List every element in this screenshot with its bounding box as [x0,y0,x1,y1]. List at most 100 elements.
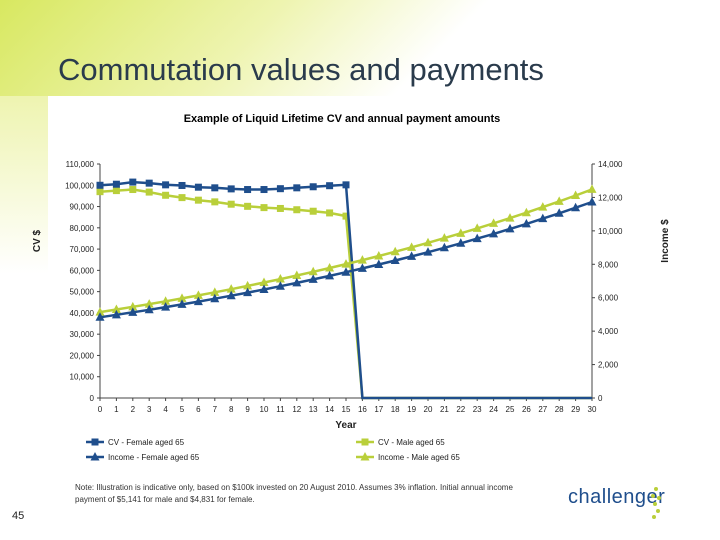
x-tick-label: 26 [522,405,531,414]
data-point [554,208,564,217]
data-point [129,178,137,186]
data-point [227,185,235,193]
data-point [112,180,120,188]
data-point [390,255,400,265]
y2-tick-label: 6,000 [598,294,619,303]
x-tick-label: 20 [424,405,433,414]
data-point [178,181,186,189]
data-point [226,290,236,300]
data-point [439,242,449,252]
data-point [342,212,350,220]
data-point [193,296,203,306]
data-point [178,194,186,202]
x-tick-label: 0 [98,405,103,414]
legend-marker [361,438,369,446]
legend-label: Income - Male aged 65 [378,453,460,462]
page-title: Commutation values and payments [58,52,544,87]
data-point [111,304,121,313]
x-tick-label: 4 [163,405,168,414]
data-point [587,197,597,206]
data-point [177,299,187,308]
data-point [276,185,284,193]
y-tick-label: 60,000 [70,266,95,275]
data-point [260,186,268,194]
data-point [194,183,202,191]
data-point [244,202,252,210]
legend-label: CV - Male aged 65 [378,438,445,447]
x-tick-label: 7 [213,405,218,414]
x-tick-label: 8 [229,405,234,414]
data-point [293,206,301,214]
data-point [210,287,220,296]
data-point [374,259,384,269]
footnote: Note: Illustration is indicative only, b… [75,483,513,504]
data-point [439,233,449,242]
y-tick-label: 40,000 [70,309,95,318]
data-point [211,184,219,192]
data-point [521,207,531,217]
legend-marker [90,452,100,461]
data-point [326,182,334,190]
data-point [293,184,301,192]
data-point [292,277,302,287]
x-tick-label: 27 [538,405,547,414]
data-point [243,287,253,297]
legend-marker [91,438,99,446]
data-point [456,228,466,237]
data-point [259,284,269,293]
data-point [309,183,317,191]
data-point [325,270,335,280]
data-point [538,213,548,223]
data-point [129,186,137,194]
data-point [571,190,581,200]
y-tick-label: 20,000 [70,351,95,360]
data-point [538,202,548,211]
data-point [145,179,153,187]
challenger-logo: challenger [568,486,666,508]
data-point [423,237,433,247]
y2-tick-label: 10,000 [598,227,623,236]
data-point [144,299,154,308]
legend-label: Income - Female aged 65 [108,453,200,462]
x-tick-label: 16 [358,405,367,414]
data-point [554,196,564,205]
data-point [128,301,138,311]
data-point [128,307,138,316]
x-tick-label: 24 [489,405,498,414]
data-point [95,312,105,321]
data-point [357,263,367,272]
y-tick-label: 70,000 [70,245,95,254]
y2-tick-label: 12,000 [598,193,623,202]
data-point [161,302,171,311]
data-point [275,281,285,290]
x-tick-label: 13 [309,405,318,414]
data-point [472,233,482,243]
data-point [210,293,220,303]
data-point [341,267,351,276]
y2-axis-title: Income $ [660,219,671,263]
legend-marker [360,452,370,461]
x-tick-label: 21 [440,405,449,414]
x-tick-label: 18 [391,405,400,414]
data-point [211,198,219,206]
y-tick-label: 100,000 [65,181,94,190]
y-tick-label: 0 [90,394,95,403]
logo-mark-icon [651,487,661,519]
data-point [341,259,351,268]
data-point [161,296,171,305]
y-tick-label: 50,000 [70,288,95,297]
x-tick-label: 6 [196,405,201,414]
data-point [292,270,302,279]
x-tick-label: 3 [147,405,152,414]
data-point [309,207,317,215]
data-point [276,204,284,212]
x-tick-label: 17 [374,405,383,414]
x-tick-label: 29 [571,405,580,414]
data-point [374,250,384,260]
chart-title: Example of Liquid Lifetime CV and annual… [183,113,501,125]
y-tick-label: 90,000 [70,203,95,212]
x-tick-label: 15 [342,405,351,414]
data-point [244,186,252,194]
data-point [489,228,499,238]
y-tick-label: 10,000 [70,373,95,382]
